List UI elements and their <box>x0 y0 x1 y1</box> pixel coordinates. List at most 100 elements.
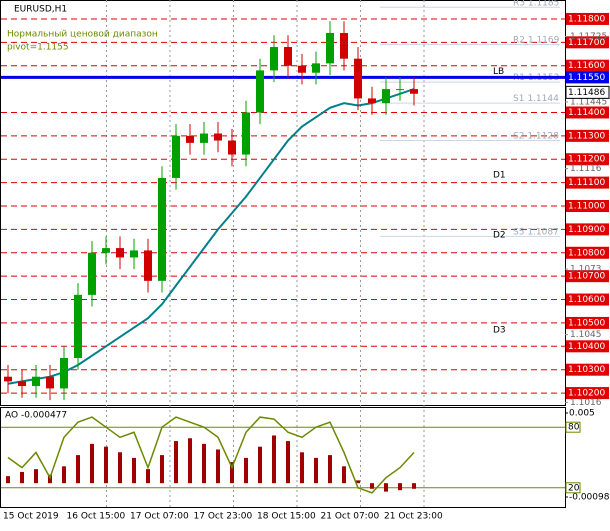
y-tick-box <box>566 340 609 353</box>
pivot-label: S5 1.1087 <box>513 227 559 237</box>
x-tick-label: 21 Oct 07:00 <box>321 512 380 522</box>
symbol-title: EURUSD,H1 <box>14 5 67 15</box>
last-price-label: 1.11486 <box>568 88 605 98</box>
x-tick-label: 15 Oct 2019 <box>3 512 59 522</box>
ao-bar <box>356 480 360 484</box>
candle-body <box>158 177 166 281</box>
candle-body <box>228 140 236 155</box>
minor-tick-label: 1.11445 <box>570 97 607 107</box>
y-tick-label: 1.11400 <box>568 108 605 118</box>
pivot-value: 1.1144 <box>527 94 559 104</box>
candle-body <box>312 63 320 73</box>
candle-body <box>396 89 404 91</box>
y-tick-box <box>566 293 609 306</box>
candle-body <box>200 133 208 143</box>
y-tick-label: 1.11800 <box>568 14 605 24</box>
ao-bar <box>286 441 290 484</box>
y-tick-box <box>566 59 609 72</box>
pivot-name: S2 <box>513 131 524 141</box>
x-tick-label: 17 Oct 23:00 <box>194 512 253 522</box>
last-price-box <box>565 85 610 99</box>
ao-bar <box>258 446 262 484</box>
ao-bar <box>6 476 10 484</box>
minor-tick-label: 1.1073 <box>570 265 602 275</box>
y-tick-box <box>566 223 609 236</box>
line-label: D2 <box>493 231 506 241</box>
candle-body <box>4 376 12 382</box>
ao-bar <box>412 483 416 489</box>
candle-body <box>256 70 264 113</box>
ao-bar <box>118 452 122 484</box>
y-tick-label: 1.10400 <box>568 342 605 352</box>
candle-body <box>18 381 26 387</box>
y-tick-box <box>566 387 609 400</box>
candle-body <box>74 294 82 358</box>
candle-body <box>130 250 138 258</box>
pivot-label: S1 1.1144 <box>513 94 559 104</box>
ao-bar <box>146 469 150 484</box>
candle-body <box>242 112 250 155</box>
y-tick-label: 1.10600 <box>568 295 605 305</box>
pivot-name: R3 <box>513 0 525 8</box>
y-tick-box <box>566 106 609 119</box>
candle-body <box>60 357 68 389</box>
ao-bar <box>188 438 192 484</box>
x-tick-label: 21 Oct 23:00 <box>384 512 443 522</box>
ao-bar <box>62 466 66 484</box>
ao-bar <box>216 449 220 484</box>
y-tick-box <box>566 153 609 166</box>
level-name: LB <box>493 67 504 77</box>
x-tick-label: 18 Oct 15:00 <box>257 512 316 522</box>
y-tick-label: 1.10900 <box>568 225 605 235</box>
y-tick-label: 1.10800 <box>568 248 605 258</box>
y-tick-label: 1.10700 <box>568 272 605 282</box>
ao-panel <box>0 407 566 508</box>
candle-body <box>102 248 110 253</box>
pivot-value: 1.1185 <box>528 0 560 8</box>
candle-body <box>186 135 194 143</box>
y-tick-box <box>566 246 609 259</box>
ao-bar <box>160 455 164 484</box>
candle-body <box>46 376 54 389</box>
ao-bar <box>202 443 206 484</box>
ao-bar <box>104 446 108 484</box>
ao-label: AO -0.000477 <box>5 411 67 421</box>
ao-bar <box>300 452 304 484</box>
line-label: D1 <box>493 171 506 181</box>
ao-tick-label: 0.005 <box>569 409 595 419</box>
pivot-label: S2 1.1128 <box>513 131 559 141</box>
ao-bar <box>384 483 388 492</box>
ao-bar <box>132 457 136 484</box>
minor-tick-label: 1.11725 <box>570 32 607 42</box>
ao-tick-label: -0.000985 <box>569 493 610 503</box>
pivot-value: 1.1169 <box>528 35 560 45</box>
y-tick-label: 1.11600 <box>568 61 605 71</box>
candle-body <box>326 32 334 64</box>
pivot-label: R2 1.1169 <box>513 35 560 45</box>
y-tick-box <box>566 363 609 376</box>
y-tick-box <box>566 176 609 189</box>
candle-body <box>410 89 418 94</box>
candle-body <box>382 89 390 104</box>
level-box <box>566 71 609 84</box>
minor-tick-label: 1.1045 <box>570 330 602 340</box>
pivot-value: 1.1087 <box>527 227 559 237</box>
candle-body <box>144 250 152 281</box>
ao-bar <box>230 462 234 484</box>
osc-box <box>565 421 581 433</box>
candle-body <box>214 133 222 141</box>
y-tick-box <box>566 36 609 49</box>
y-tick-label: 1.11300 <box>568 131 605 141</box>
moving-average <box>7 88 415 385</box>
minor-tick-label: 1.1016 <box>570 398 602 408</box>
osc-tick-label: 80 <box>568 423 580 433</box>
candle-body <box>270 47 278 71</box>
y-tick-box <box>566 200 609 213</box>
x-tick-label: 17 Oct 07:00 <box>130 512 189 522</box>
ao-bar <box>398 483 402 491</box>
y-tick-box <box>566 316 609 329</box>
y-tick-label: 1.11100 <box>568 178 605 188</box>
candle-body <box>32 376 40 387</box>
oscillator <box>7 416 415 494</box>
